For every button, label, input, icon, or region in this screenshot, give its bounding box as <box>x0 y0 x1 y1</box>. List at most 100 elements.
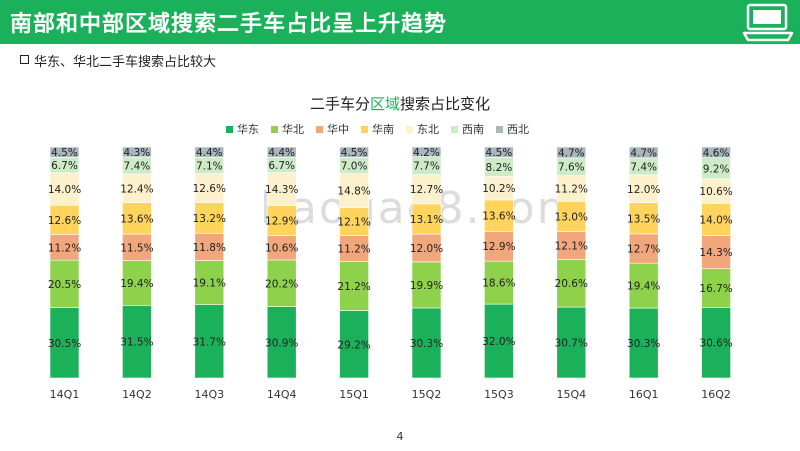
data-label: 7.0% <box>341 160 368 172</box>
legend-swatch <box>451 125 458 133</box>
data-label: 4.2% <box>413 147 440 159</box>
data-label: 12.0% <box>410 243 443 255</box>
x-tick-label: 15Q3 <box>484 388 514 401</box>
data-label: 14.8% <box>337 186 370 198</box>
data-label: 4.4% <box>196 147 223 159</box>
legend-label: 华中 <box>327 123 349 136</box>
bar-segment <box>49 146 80 158</box>
legend-label: 西南 <box>462 123 484 136</box>
bar-segment <box>411 146 442 158</box>
bar-segment <box>266 306 297 379</box>
data-label: 11.2% <box>337 244 370 256</box>
bar-segment <box>556 231 587 260</box>
data-label: 4.5% <box>486 147 513 159</box>
legend-item: 华南 <box>361 122 394 136</box>
data-label: 4.3% <box>124 147 151 159</box>
data-label: 16.7% <box>699 283 732 295</box>
bar-segment <box>339 310 369 379</box>
bar-segment <box>556 201 587 232</box>
bar-segment <box>628 174 659 203</box>
data-label: 19.4% <box>120 278 153 290</box>
data-label: 20.5% <box>48 279 81 291</box>
legend-item: 东北 <box>406 122 439 136</box>
bar-segment <box>701 146 731 158</box>
laptop-icon <box>742 3 794 42</box>
data-label: 12.0% <box>627 184 660 196</box>
page-number: 4 <box>396 430 404 443</box>
legend-label: 华南 <box>372 123 394 136</box>
data-label: 12.1% <box>337 217 370 229</box>
bar-segment <box>701 268 731 308</box>
data-label: 13.6% <box>120 213 153 225</box>
bar-segment <box>339 261 369 311</box>
bar-segment <box>556 175 587 202</box>
bullet-marker <box>20 55 29 64</box>
bar-segment <box>628 307 659 379</box>
chart-title-prefix: 二手车分 <box>309 95 370 113</box>
data-label: 21.2% <box>337 281 370 293</box>
legend-label: 华北 <box>282 123 304 136</box>
data-label: 14.3% <box>265 184 298 196</box>
bar-segment <box>411 233 442 263</box>
data-label: 7.6% <box>558 162 585 174</box>
x-tick-label: 15Q2 <box>412 388 442 401</box>
x-tick-label: 15Q4 <box>556 388 586 401</box>
x-tick-label: 16Q2 <box>701 388 731 401</box>
data-label: 7.1% <box>196 160 223 172</box>
bar-segment <box>49 259 80 308</box>
bar-segment <box>194 173 225 204</box>
data-label: 13.2% <box>193 213 226 225</box>
chart-title: 二手车分区域搜索占比变化 <box>0 93 800 114</box>
data-label: 20.6% <box>555 278 588 290</box>
data-label: 31.5% <box>120 337 153 349</box>
data-label: 11.2% <box>48 242 81 254</box>
legend-item: 华中 <box>316 122 349 136</box>
data-label: 14.3% <box>699 247 732 259</box>
bar-segment <box>484 303 514 379</box>
bar-segment <box>701 178 731 204</box>
data-label: 13.6% <box>482 211 515 223</box>
bar-segment <box>701 235 731 270</box>
data-label: 30.6% <box>699 338 732 350</box>
data-label: 6.7% <box>268 160 295 172</box>
data-label: 10.6% <box>699 186 732 198</box>
data-label: 10.6% <box>265 243 298 255</box>
data-label: 12.9% <box>265 216 298 228</box>
page-title: 南部和中部区域搜索二手车占比呈上升趋势 <box>10 12 448 37</box>
legend-swatch <box>406 125 413 133</box>
bar-segment <box>266 146 297 158</box>
bar-segment <box>628 262 659 309</box>
bar-segment <box>556 259 587 308</box>
bar-segment <box>194 202 225 234</box>
data-label: 4.4% <box>268 147 295 159</box>
bar-segment <box>628 202 659 235</box>
legend-swatch <box>271 125 278 133</box>
data-label: 18.6% <box>482 278 515 290</box>
bar-segment <box>628 146 659 159</box>
legend-swatch <box>361 125 368 133</box>
data-label: 13.0% <box>555 211 588 223</box>
x-tick-label: 14Q2 <box>122 388 152 401</box>
legend-item: 华北 <box>271 122 304 136</box>
bar-segment <box>484 231 514 262</box>
x-tick-label: 16Q1 <box>629 388 659 401</box>
bar-segment <box>49 234 80 261</box>
bar-segment <box>411 261 442 309</box>
data-label: 19.4% <box>627 281 660 293</box>
data-label: 12.6% <box>193 183 226 195</box>
legend-item: 西北 <box>496 122 529 136</box>
legend-item: 华东 <box>226 122 259 136</box>
data-label: 30.9% <box>265 337 298 349</box>
data-label: 32.0% <box>482 336 515 348</box>
data-label: 30.3% <box>627 338 660 350</box>
bar-segment <box>49 307 80 379</box>
legend-swatch <box>226 125 233 133</box>
x-tick-label: 14Q4 <box>267 388 297 401</box>
header-bar: 南部和中部区域搜索二手车占比呈上升趋势 <box>0 0 800 44</box>
data-label: 8.2% <box>486 162 513 174</box>
bar-segment <box>266 172 297 206</box>
bar-segment <box>484 260 514 305</box>
chart-title-highlight: 区域 <box>369 95 400 113</box>
bar-segment <box>49 172 80 206</box>
